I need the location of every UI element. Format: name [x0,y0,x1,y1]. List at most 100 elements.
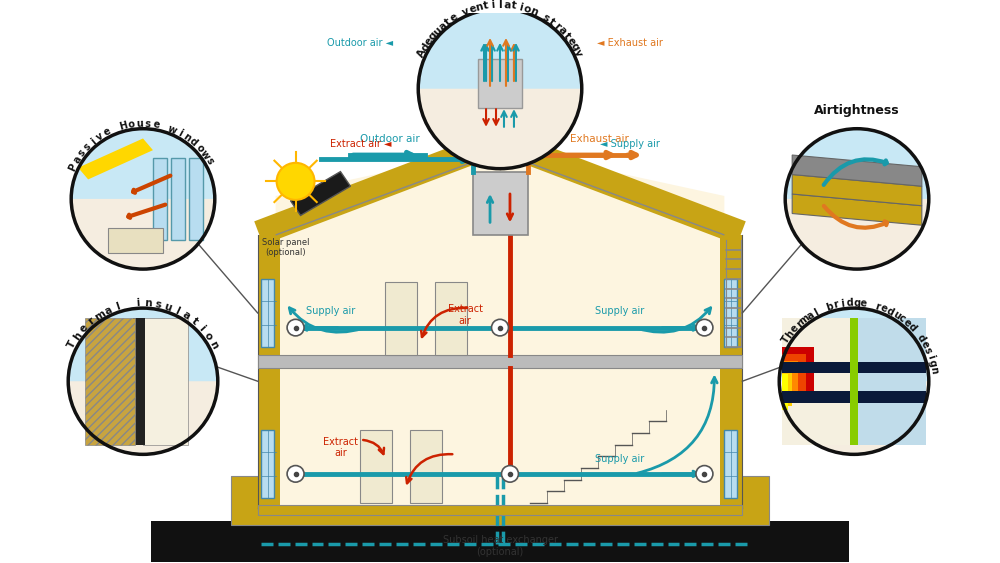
Text: g: g [853,298,860,308]
Text: a: a [503,0,511,10]
Text: Supply air: Supply air [595,306,644,316]
Text: e: e [102,126,113,138]
Text: r: r [794,319,805,329]
Circle shape [287,319,304,336]
Text: Solar panel
(optional): Solar panel (optional) [262,238,309,257]
Text: s: s [154,299,162,310]
Text: n: n [928,366,939,374]
Text: i: i [176,128,184,138]
Text: a: a [103,305,114,316]
Text: t: t [443,16,453,28]
Text: Supply air: Supply air [595,454,644,464]
Polygon shape [71,129,215,199]
Circle shape [71,129,215,269]
Circle shape [68,308,218,454]
Bar [258,355,742,368]
Bar [189,158,203,240]
Bar [143,318,188,445]
Bar [854,391,926,403]
Text: c: c [897,313,907,324]
Circle shape [501,466,518,482]
Circle shape [696,319,713,336]
Bar [720,235,742,508]
Text: g: g [568,42,581,53]
Circle shape [492,319,508,336]
Bar [854,318,926,445]
Text: d: d [188,136,200,149]
Text: Exhaust air: Exhaust air [570,135,629,144]
Bar [171,158,185,240]
Text: o: o [127,119,135,130]
Bar [850,318,858,445]
Circle shape [785,129,929,269]
Text: e: e [423,35,435,47]
Bar [478,60,522,108]
Text: Supply air: Supply air [306,306,355,316]
Text: y: y [572,48,584,59]
Text: Extract
air: Extract air [323,437,358,458]
Text: w: w [198,148,212,161]
Text: v: v [95,131,106,142]
Text: u: u [136,119,143,129]
Text: v: v [461,6,471,17]
Text: d: d [915,333,927,345]
Text: Extract
air: Extract air [448,304,483,326]
Text: e: e [152,119,160,131]
Bar [435,282,467,355]
Text: n: n [208,339,220,350]
Text: Outdoor air: Outdoor air [360,135,420,144]
Text: e: e [860,298,868,309]
Text: u: u [891,309,902,321]
Text: A: A [416,47,428,59]
Text: s: s [82,141,93,153]
Bar [261,430,274,498]
Text: n: n [528,6,539,17]
Bar [782,391,854,403]
Text: a: a [805,310,816,321]
Bar [782,354,806,396]
Text: t: t [511,1,517,11]
Text: a: a [437,20,449,32]
Bar [85,318,135,445]
Polygon shape [785,129,929,199]
Text: Subsoil heat exchanger
(optional): Subsoil heat exchanger (optional) [443,535,558,557]
Bar [854,362,926,373]
Bar [782,361,798,401]
Text: l: l [174,305,181,316]
Bar [850,318,858,445]
Circle shape [277,163,315,200]
Text: e: e [879,303,889,315]
Bar [724,430,737,498]
Circle shape [287,466,304,482]
Text: e: e [565,35,577,47]
Polygon shape [68,308,218,381]
Text: d: d [906,322,919,334]
Text: s: s [541,12,551,24]
Text: u: u [432,25,444,37]
Text: e: e [902,317,913,329]
Text: o: o [522,3,532,15]
Text: T: T [780,334,792,345]
Text: i: i [840,298,845,309]
Text: s: s [204,157,215,166]
Text: H: H [118,120,128,132]
Text: i: i [925,354,935,360]
Polygon shape [276,235,724,508]
Text: b: b [824,301,834,312]
Circle shape [779,308,929,454]
Text: d: d [885,306,896,318]
Text: w: w [166,123,178,136]
Bar [724,279,737,347]
Text: t: t [483,1,489,11]
Text: o: o [202,330,214,342]
Bar [231,476,769,525]
Text: t: t [561,31,572,41]
Bar [108,228,163,253]
Text: n: n [144,298,152,309]
Circle shape [418,9,582,169]
Polygon shape [276,148,724,235]
Bar [153,158,167,240]
Text: n: n [181,131,193,144]
Text: ◄ Supply air: ◄ Supply air [600,139,660,149]
Text: r: r [86,316,97,327]
